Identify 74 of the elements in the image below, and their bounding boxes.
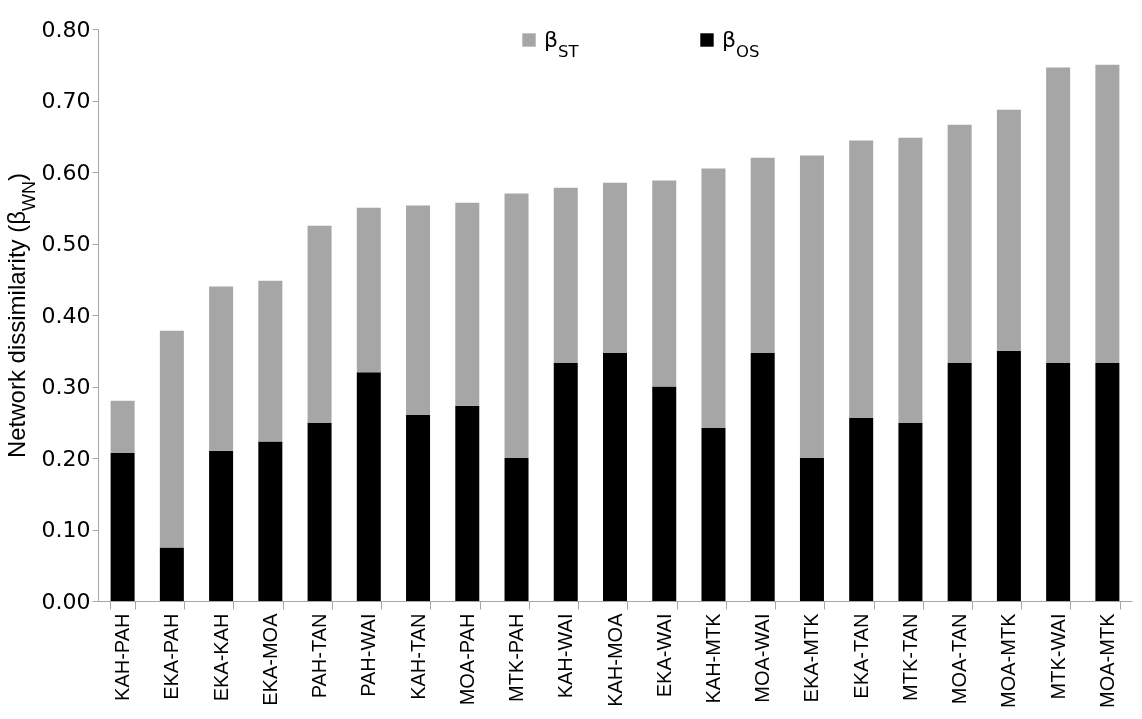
x-tick-label: MTK-WAI [1046,613,1069,700]
legend-label: β$_{OS}$ [722,27,760,61]
bar [750,352,775,601]
bar [799,458,824,601]
bar [652,386,677,601]
x-tick-label: MOA-PAH [455,613,478,706]
bar [455,405,480,601]
x-tick-label: PAH-WAI [357,613,380,697]
bar [356,372,381,601]
bar [455,202,480,406]
legend-label: β$_{ST}$ [544,27,580,61]
y-tick-label: 0.10 [41,517,91,542]
bar [159,330,184,548]
x-tick-label: MOA-MTK [997,612,1020,708]
bar [159,547,184,601]
bar [799,155,824,458]
x-tick-label: PAH-TAN [308,613,331,699]
bar [504,458,529,601]
x-tick-label: EKA-MOA [258,612,281,706]
x-tick-label: KAH-TAN [406,613,429,700]
y-tick-label: 0.50 [41,231,91,256]
x-tick-label: EKA-KAH [209,613,232,702]
bar [553,362,578,601]
bar [996,350,1021,601]
bar [701,168,726,428]
x-tick-label: EKA-TAN [849,613,872,699]
bar [406,205,431,416]
bar [110,453,135,601]
bar [209,450,234,601]
bar [701,427,726,601]
y-tick-label: 0.70 [41,88,91,113]
bar [258,280,283,442]
bar [898,137,923,423]
bar [947,362,972,601]
bar [307,225,332,423]
bar [849,417,874,601]
x-tick-label: KAH-MTK [701,612,724,704]
bar [110,400,135,453]
bar [1095,64,1120,363]
x-tick-label: MOA-MTK [1095,612,1118,708]
bar [1095,362,1120,601]
bar [947,124,972,363]
x-tick-label: MTK-TAN [898,613,921,701]
bar [258,441,283,601]
x-tick-label: EKA-PAH [160,613,183,700]
bar [750,157,775,353]
bar [1046,362,1071,601]
x-tick-label: MOA-WAI [751,613,774,703]
y-tick-label: 0.80 [41,16,91,42]
bar [996,109,1021,351]
bar [603,352,627,601]
bar [898,422,923,601]
y-tick-label: 0.30 [41,374,91,399]
x-tick-label: EKA-WAI [652,613,675,698]
x-tick-label: MTK-PAH [505,613,528,703]
bar [1046,67,1071,363]
bar [406,415,431,601]
bar [209,286,234,451]
x-tick-label: KAH-MOA [603,612,626,707]
bar [652,180,677,387]
x-tick-label: KAH-WAI [554,613,577,699]
bar [307,422,332,601]
y-tick-label: 0.40 [41,302,91,328]
y-tick-label: 0.20 [41,445,91,471]
bar [849,140,874,418]
bar [603,182,627,353]
x-tick-label: MOA-TAN [948,613,971,705]
x-tick-label: KAH-PAH [111,613,134,701]
bar [504,193,529,458]
y-tick-label: 0.00 [41,588,91,614]
y-tick-label: 0.60 [41,159,91,185]
x-tick-label: EKA-MTK [800,612,823,703]
bar [356,207,381,373]
bar [553,187,578,363]
